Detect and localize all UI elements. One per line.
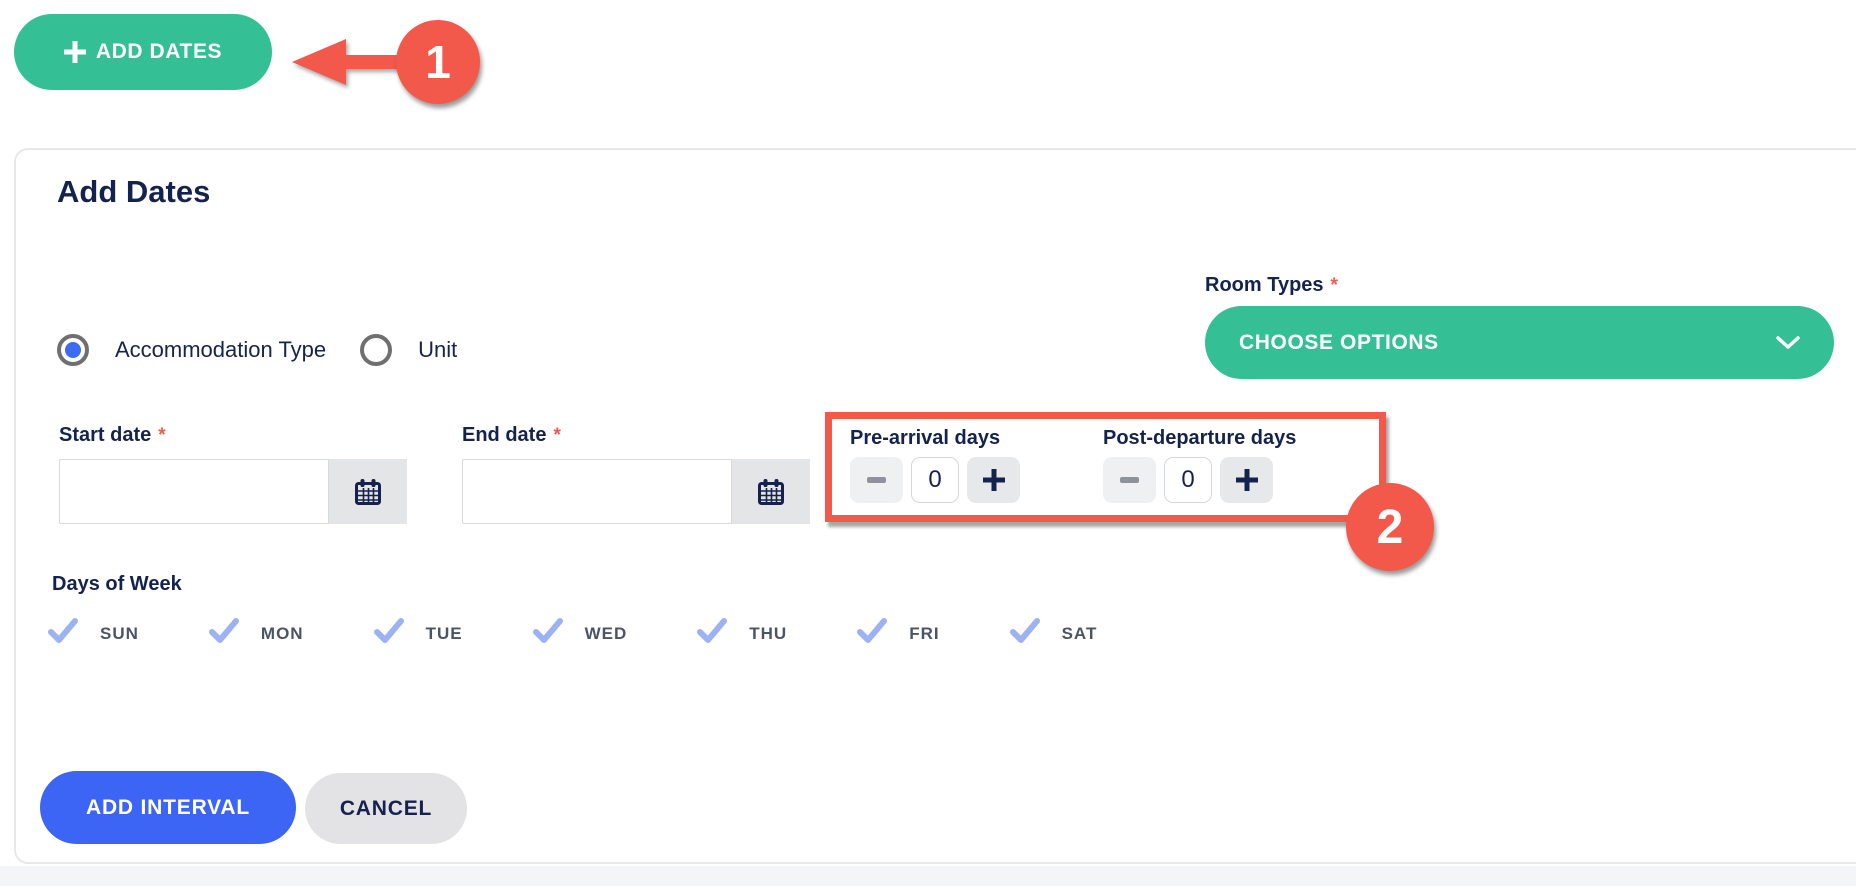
- arrow-left-icon: [292, 39, 413, 85]
- radio-selected-dot: [65, 342, 81, 358]
- accommodation-type-radio[interactable]: [57, 334, 89, 366]
- required-asterisk: *: [1330, 275, 1338, 296]
- day-toggle-tue[interactable]: TUE: [373, 618, 463, 649]
- start-date-label-text: Start date: [59, 424, 152, 446]
- day-toggle-sun[interactable]: SUN: [48, 618, 139, 649]
- start-date-label: Start date *: [59, 424, 166, 447]
- step-2-number: 2: [1376, 500, 1404, 554]
- plus-icon: [982, 469, 1005, 491]
- start-date-calendar-button[interactable]: [329, 459, 407, 524]
- minus-icon: [867, 477, 886, 483]
- plus-icon: [1235, 469, 1258, 491]
- required-asterisk: *: [158, 425, 166, 446]
- check-icon: [697, 618, 728, 649]
- unit-radio[interactable]: [360, 334, 393, 366]
- day-label: THU: [749, 623, 788, 643]
- step-1-badge: 1: [396, 20, 480, 104]
- unit-radio-label[interactable]: Unit: [418, 337, 458, 362]
- room-types-label-text: Room Types: [1205, 274, 1324, 296]
- pre-arrival-value[interactable]: [911, 457, 959, 503]
- day-toggle-sat[interactable]: SAT: [1009, 618, 1098, 649]
- room-types-label: Room Types *: [1205, 274, 1338, 297]
- day-label: SAT: [1061, 623, 1098, 643]
- add-dates-panel: Add Dates Accommodation Type Unit Room T…: [14, 148, 1856, 864]
- day-toggle-mon[interactable]: MON: [208, 618, 304, 649]
- target-type-radio-group: Accommodation Type Unit: [57, 334, 457, 366]
- days-of-week-row: SUN MON TUE WED THU FRI SAT: [48, 618, 1167, 649]
- add-dates-label: ADD DATES: [95, 40, 223, 63]
- calendar-icon: [354, 478, 382, 506]
- day-toggle-wed[interactable]: WED: [532, 618, 628, 649]
- calendar-icon: [757, 478, 785, 506]
- minus-icon: [1120, 477, 1139, 483]
- day-label: WED: [584, 623, 628, 643]
- post-departure-decrement-button[interactable]: [1103, 457, 1156, 503]
- post-departure-days-stepper: [1103, 457, 1296, 503]
- required-asterisk: *: [553, 425, 561, 446]
- step-1-number: 1: [425, 36, 451, 88]
- check-icon: [857, 618, 888, 649]
- post-departure-days-group: Post-departure days: [1103, 427, 1296, 515]
- page-title: Add Dates: [57, 174, 211, 209]
- pre-arrival-days-stepper: [850, 457, 1103, 503]
- post-departure-increment-button[interactable]: [1220, 457, 1273, 503]
- room-types-dropdown[interactable]: CHOOSE OPTIONS: [1205, 306, 1834, 379]
- annotation-highlight-box: Pre-arrival days Post-departure days: [825, 412, 1386, 522]
- start-date-field: [59, 459, 407, 524]
- add-dates-button[interactable]: ADD DATES: [14, 14, 272, 90]
- post-departure-value[interactable]: [1164, 457, 1212, 503]
- page-background-strip: [0, 866, 1856, 886]
- day-label: MON: [260, 623, 304, 643]
- post-departure-days-label: Post-departure days: [1103, 427, 1297, 449]
- days-of-week-label: Days of Week: [52, 573, 182, 595]
- day-label: FRI: [909, 623, 940, 643]
- end-date-label-text: End date: [462, 424, 547, 446]
- end-date-calendar-button[interactable]: [732, 459, 810, 524]
- day-toggle-fri[interactable]: FRI: [857, 618, 939, 649]
- chevron-down-icon: [1776, 335, 1800, 350]
- start-date-input[interactable]: [59, 459, 329, 524]
- add-interval-button[interactable]: ADD INTERVAL: [40, 771, 296, 844]
- end-date-field: [462, 459, 810, 524]
- cancel-button[interactable]: CANCEL: [305, 773, 467, 844]
- accommodation-type-radio-label[interactable]: Accommodation Type: [115, 337, 327, 362]
- pre-arrival-decrement-button[interactable]: [850, 457, 903, 503]
- check-icon: [48, 618, 78, 649]
- pre-arrival-days-label: Pre-arrival days: [850, 427, 1001, 449]
- end-date-label: End date *: [462, 424, 561, 447]
- check-icon: [208, 618, 239, 649]
- check-icon: [373, 618, 404, 649]
- step-2-badge: 2: [1346, 483, 1434, 571]
- pre-arrival-days-group: Pre-arrival days: [850, 427, 1103, 515]
- plus-icon: [63, 41, 86, 63]
- check-icon: [1009, 618, 1040, 649]
- day-toggle-thu[interactable]: THU: [697, 618, 787, 649]
- check-icon: [532, 618, 563, 649]
- end-date-input[interactable]: [462, 459, 732, 524]
- day-label: TUE: [425, 623, 463, 643]
- room-types-dropdown-label: CHOOSE OPTIONS: [1239, 330, 1439, 354]
- pre-arrival-increment-button[interactable]: [967, 457, 1020, 503]
- day-label: SUN: [100, 623, 139, 643]
